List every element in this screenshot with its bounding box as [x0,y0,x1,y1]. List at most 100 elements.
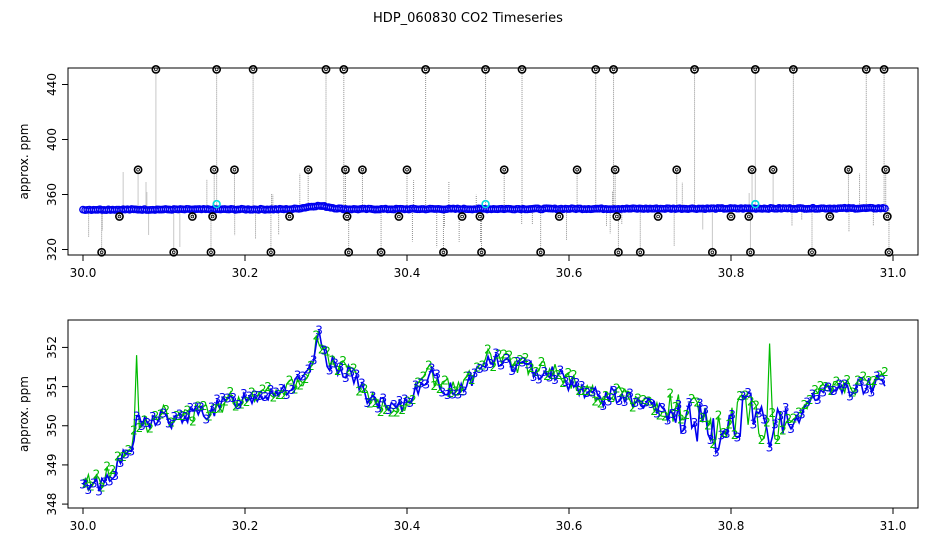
series-marker: 2 [763,415,771,429]
series-marker: 3 [857,375,865,389]
series-marker: 3 [787,422,795,436]
series-marker: 2 [313,329,321,343]
series-marker: 3 [358,376,366,390]
series-marker: 2 [597,397,605,411]
outlier-point-inner [538,250,543,255]
series-marker: 3 [508,364,516,378]
x-tick-label: 30.6 [556,266,583,280]
series-marker: 2 [795,405,803,419]
series-marker: 3 [653,407,661,421]
series-marker: 2 [591,394,599,408]
series-marker: 2 [457,384,465,398]
x-tick-label: 30.4 [394,266,421,280]
series-marker: 3 [760,413,768,427]
series-marker: 2 [334,364,342,378]
series-marker: 3 [401,393,409,407]
outlier-point [881,165,891,175]
series-marker: 3 [830,384,838,398]
outlier-point-inner [209,250,213,255]
y-tick-label: 320 [45,238,59,261]
series-marker: 3 [498,358,506,372]
series-marker: 2 [339,354,347,368]
outlier-point [97,247,107,257]
series-marker: 3 [573,376,581,390]
series-marker: 3 [567,374,575,388]
series-marker: 2 [254,389,262,403]
series-marker: 2 [275,388,283,402]
series-marker: 3 [262,390,270,404]
y-axis-label: approx. ppm [17,376,31,452]
series-marker: 3 [455,388,463,402]
series-marker: 3 [701,403,709,417]
outlier-point [672,165,682,175]
series-marker: 3 [862,383,870,397]
outlier-point [209,165,219,175]
series-marker: 3 [723,427,731,441]
series-marker: 2 [865,374,873,388]
series-marker: 2 [715,409,723,423]
series-marker: 3 [79,477,87,491]
outlier-point [133,165,143,175]
series-marker: 3 [294,369,302,383]
series-marker: 2 [618,385,626,399]
series-marker: 3 [176,408,184,422]
outlier-point-inner [729,214,733,219]
outlier-point [248,64,258,74]
outlier-point-inner [753,67,758,72]
plot-frame [67,319,919,509]
series-marker: 2 [752,399,760,413]
outlier-point [614,247,623,257]
series-marker: 3 [149,410,157,424]
series-marker: 3 [637,399,645,413]
series-marker: 2 [291,382,299,396]
series-marker: 3 [245,389,253,403]
series-marker: 2 [640,393,648,407]
series-marker: 2 [709,437,717,451]
series-marker: 2 [178,409,186,423]
series-marker: 3 [728,408,736,422]
outlier-point-inner [575,167,579,172]
series-marker: 3 [396,394,404,408]
outlier-point-inner [613,167,617,172]
outlier-point-inner [136,167,140,172]
outlier-point [376,247,386,257]
outlier-point-inner [269,250,273,255]
outlier-point [707,247,717,257]
outlier-point [341,165,350,175]
series-marker: 3 [557,363,565,377]
series-marker: 3 [492,346,500,360]
outlier-point [477,247,486,257]
series-marker: 2 [436,382,444,396]
outlier-point-inner [345,214,349,219]
series-marker: 3 [465,370,473,384]
series-marker: 2 [420,369,428,383]
series-marker: 2 [463,369,471,383]
series-marker: 3 [412,379,420,393]
series-marker: 3 [321,343,329,357]
series-marker: 2 [543,369,551,383]
series-marker: 3 [664,414,672,428]
x-tick-label: 31.0 [880,519,907,533]
series-marker: 2 [693,395,701,409]
series-marker: 3 [578,379,586,393]
series-marker: 3 [744,386,752,400]
series-marker: 3 [481,360,489,374]
series-marker: 3 [771,417,779,431]
outlier-point [339,64,349,74]
series-marker: 3 [342,371,350,385]
series-marker: 3 [734,431,742,445]
series-marker: 2 [323,344,331,358]
outlier-point-inner [614,214,619,219]
outlier-point [610,165,620,175]
series-marker: 3 [272,386,280,400]
series-marker: 2 [447,386,455,400]
series-marker: 2 [479,358,487,372]
series-marker: 2 [307,359,315,373]
series-marker: 2 [661,409,669,423]
series-marker: 2 [677,413,685,427]
series-marker: 3 [117,456,125,470]
outlier-point [750,64,760,74]
outlier-point [266,247,276,257]
series-marker: 2 [500,347,508,361]
